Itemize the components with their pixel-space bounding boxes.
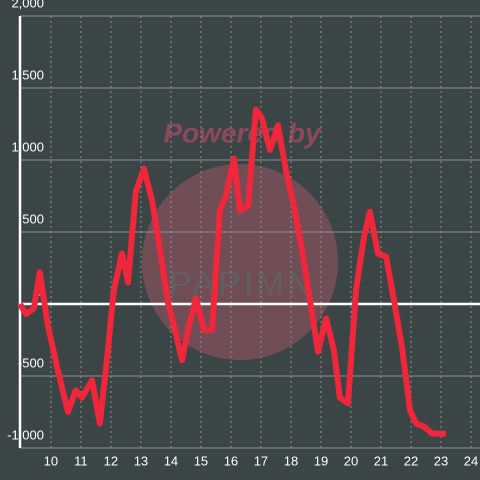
x-tick-label: 24 xyxy=(464,453,478,468)
y-tick-label: 2,000 xyxy=(11,0,44,10)
y-tick-label: -1,000 xyxy=(7,427,44,442)
x-tick-label: 10 xyxy=(44,453,58,468)
x-tick-label: 20 xyxy=(344,453,358,468)
y-tick-label: 1,500 xyxy=(11,67,44,82)
x-tick-label: 19 xyxy=(314,453,328,468)
y-tick-label: 1,000 xyxy=(11,139,44,154)
x-tick-label: 23 xyxy=(434,453,448,468)
x-tick-label: 12 xyxy=(104,453,118,468)
x-tick-label: 14 xyxy=(164,453,178,468)
line xyxy=(17,106,447,437)
y-tick-label: -500 xyxy=(18,355,44,370)
y-tick-label: 500 xyxy=(22,211,44,226)
x-tick-label: 16 xyxy=(224,453,238,468)
x-tick-label: 15 xyxy=(194,453,208,468)
x-tick-label: 17 xyxy=(254,453,268,468)
x-tick-label: 18 xyxy=(284,453,298,468)
x-tick-label: 21 xyxy=(374,453,388,468)
x-tick-label: 13 xyxy=(134,453,148,468)
watermark: Powered by xyxy=(163,117,322,148)
x-tick-label: 11 xyxy=(74,453,88,468)
watermark: PAPIMN xyxy=(169,265,315,303)
x-tick-label: 22 xyxy=(404,453,418,468)
